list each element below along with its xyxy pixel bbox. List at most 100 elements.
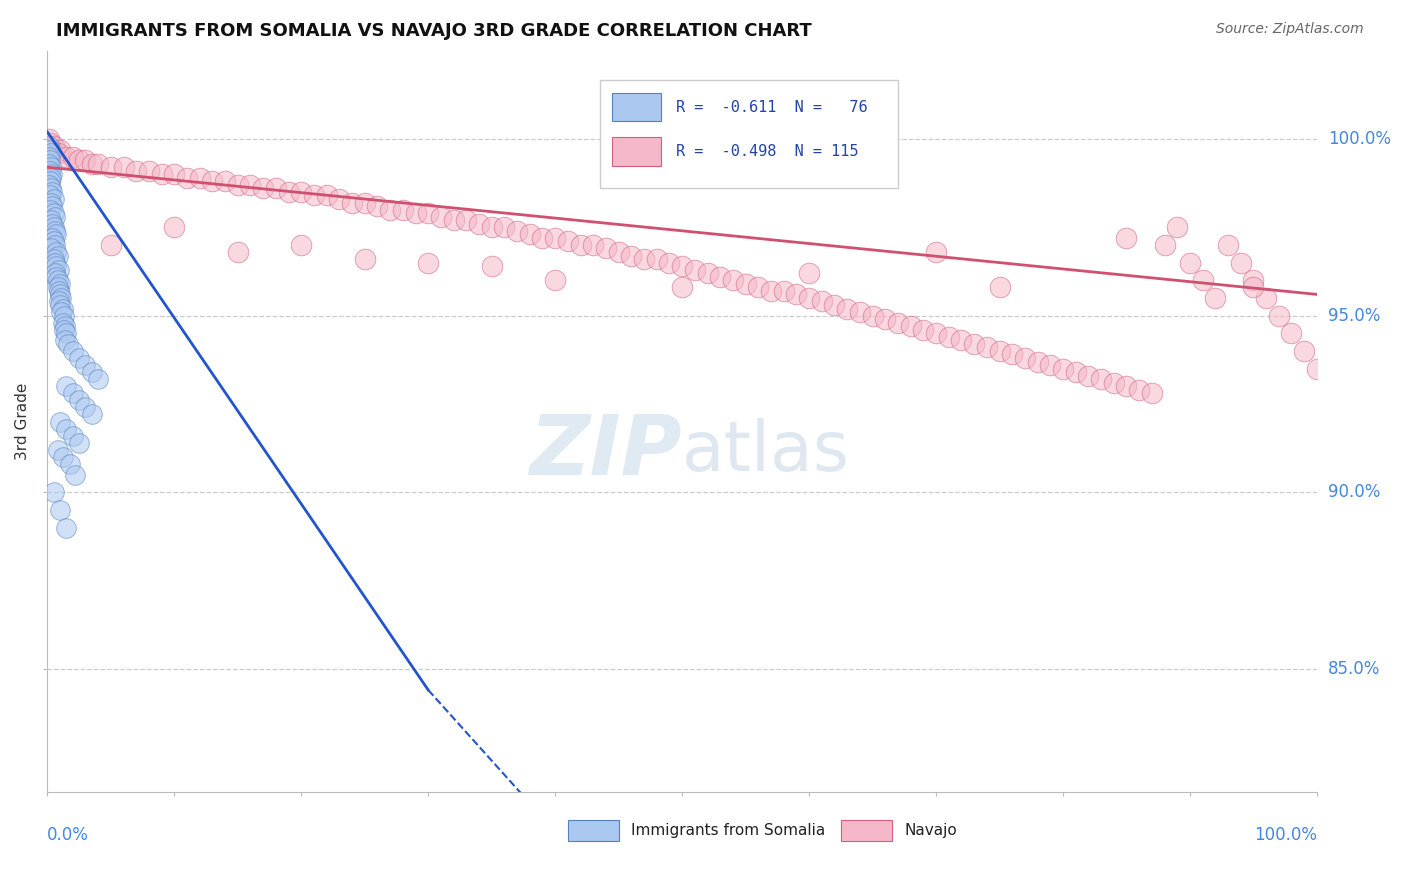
Point	[62, 428, 84, 442]
Point	[67, 153, 90, 168]
Point	[392, 202, 415, 217]
Point	[797, 266, 820, 280]
Point	[52, 309, 75, 323]
Bar	[841, 820, 891, 840]
Point	[48, 284, 70, 298]
Point	[506, 224, 529, 238]
Point	[1268, 309, 1291, 323]
Point	[1014, 351, 1036, 365]
Text: R =  -0.498  N = 115: R = -0.498 N = 115	[676, 144, 858, 159]
Point	[67, 393, 90, 408]
Y-axis label: 3rd Grade: 3rd Grade	[15, 383, 30, 460]
Point	[75, 401, 97, 415]
Point	[772, 284, 794, 298]
Point	[696, 266, 718, 280]
Point	[595, 242, 617, 256]
Point	[405, 206, 427, 220]
Point	[1178, 255, 1201, 269]
Point	[849, 305, 872, 319]
Point	[39, 143, 62, 157]
Point	[38, 174, 60, 188]
Point	[418, 255, 440, 269]
Point	[1204, 291, 1226, 305]
Point	[163, 167, 186, 181]
Point	[1001, 347, 1024, 361]
Point	[239, 178, 262, 192]
Point	[1241, 280, 1264, 294]
Text: 95.0%: 95.0%	[1329, 307, 1381, 325]
Point	[39, 146, 62, 161]
Point	[138, 163, 160, 178]
Point	[62, 386, 84, 401]
Point	[80, 408, 103, 422]
Point	[48, 262, 70, 277]
Point	[52, 450, 75, 464]
Point	[46, 248, 69, 262]
Bar	[612, 93, 661, 121]
Point	[67, 351, 90, 365]
Point	[620, 248, 643, 262]
Point	[100, 238, 122, 252]
Point	[38, 163, 60, 178]
Point	[51, 305, 73, 319]
Point	[41, 167, 63, 181]
Point	[39, 195, 62, 210]
Point	[569, 238, 592, 252]
Text: IMMIGRANTS FROM SOMALIA VS NAVAJO 3RD GRADE CORRELATION CHART: IMMIGRANTS FROM SOMALIA VS NAVAJO 3RD GR…	[56, 22, 813, 40]
Point	[1077, 368, 1099, 383]
Point	[42, 206, 65, 220]
Point	[38, 202, 60, 217]
Point	[862, 309, 884, 323]
Point	[49, 143, 72, 157]
Point	[39, 170, 62, 185]
Point	[55, 379, 77, 393]
Point	[607, 245, 630, 260]
Point	[51, 291, 73, 305]
Point	[45, 259, 67, 273]
Point	[59, 457, 82, 471]
Point	[226, 178, 249, 192]
Text: ZIP: ZIP	[530, 410, 682, 491]
Text: Immigrants from Somalia: Immigrants from Somalia	[631, 822, 825, 838]
Point	[709, 269, 731, 284]
Point	[55, 326, 77, 341]
Point	[1216, 238, 1239, 252]
Point	[44, 210, 66, 224]
Point	[226, 245, 249, 260]
Point	[44, 255, 66, 269]
Point	[645, 252, 668, 266]
Point	[42, 485, 65, 500]
Point	[1128, 383, 1150, 397]
Point	[49, 298, 72, 312]
Point	[1140, 386, 1163, 401]
Point	[67, 435, 90, 450]
Point	[176, 170, 198, 185]
Point	[721, 273, 744, 287]
Point	[824, 298, 846, 312]
Point	[1153, 238, 1175, 252]
Point	[976, 340, 998, 354]
Point	[1090, 372, 1112, 386]
Point	[49, 415, 72, 429]
Point	[39, 160, 62, 174]
Point	[45, 227, 67, 242]
Point	[315, 188, 337, 202]
Point	[75, 358, 97, 372]
Text: 85.0%: 85.0%	[1329, 660, 1381, 678]
Point	[75, 153, 97, 168]
Point	[150, 167, 173, 181]
Point	[100, 160, 122, 174]
Point	[747, 280, 769, 294]
Point	[201, 174, 224, 188]
Point	[1102, 376, 1125, 390]
Point	[46, 146, 69, 161]
Point	[734, 277, 756, 291]
Point	[797, 291, 820, 305]
Point	[41, 217, 63, 231]
Point	[328, 192, 350, 206]
Point	[658, 255, 681, 269]
Point	[418, 206, 440, 220]
Point	[46, 280, 69, 294]
Point	[41, 199, 63, 213]
Point	[42, 192, 65, 206]
